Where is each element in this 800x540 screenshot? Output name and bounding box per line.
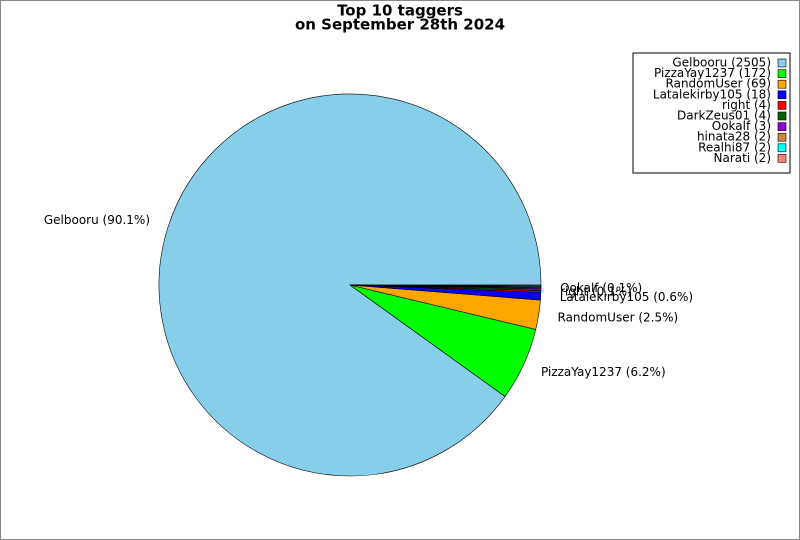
legend-label: Gelbooru (2505) bbox=[672, 56, 771, 70]
legend-label: Narati (2) bbox=[714, 151, 771, 165]
legend-label: DarkZeus01 (4) bbox=[677, 109, 771, 123]
legend-label: Latalekirby105 (18) bbox=[653, 87, 771, 101]
legend-swatch bbox=[777, 58, 787, 68]
legend-label: PizzaYay1237 (172) bbox=[654, 66, 771, 80]
legend-label: hinata28 (2) bbox=[697, 130, 771, 144]
legend-swatch bbox=[777, 122, 787, 131]
slice-label: RandomUser (2.5%) bbox=[558, 310, 679, 324]
slice-label: PizzaYay1237 (6.2%) bbox=[541, 365, 666, 379]
legend-swatch bbox=[777, 90, 787, 100]
slice-label: right (0.1%) bbox=[560, 285, 632, 299]
chart-title: Top 10 taggers bbox=[337, 2, 463, 20]
legend-label: Realhi87 (2) bbox=[698, 140, 771, 154]
legend-swatch bbox=[777, 132, 787, 142]
slice-label: Ookalf (0.1%) bbox=[560, 281, 642, 295]
legend-label: RandomUser (69) bbox=[666, 77, 771, 91]
legend-swatch bbox=[777, 154, 787, 163]
legend-label: Ookalf (3) bbox=[712, 119, 771, 133]
legend-swatch bbox=[777, 143, 787, 153]
slice-label: Latalekirby105 (0.6%) bbox=[560, 290, 693, 304]
legend-swatch bbox=[777, 69, 787, 78]
pie-slice bbox=[349, 284, 542, 287]
legend-swatch bbox=[777, 111, 787, 121]
legend-swatch bbox=[777, 79, 787, 89]
legend-label: right (4) bbox=[722, 98, 771, 112]
legend-box bbox=[632, 52, 791, 174]
slice-label: Gelbooru (90.1%) bbox=[44, 213, 150, 227]
chart-title: on September 28th 2024 bbox=[295, 16, 505, 34]
legend-swatch bbox=[777, 101, 787, 110]
